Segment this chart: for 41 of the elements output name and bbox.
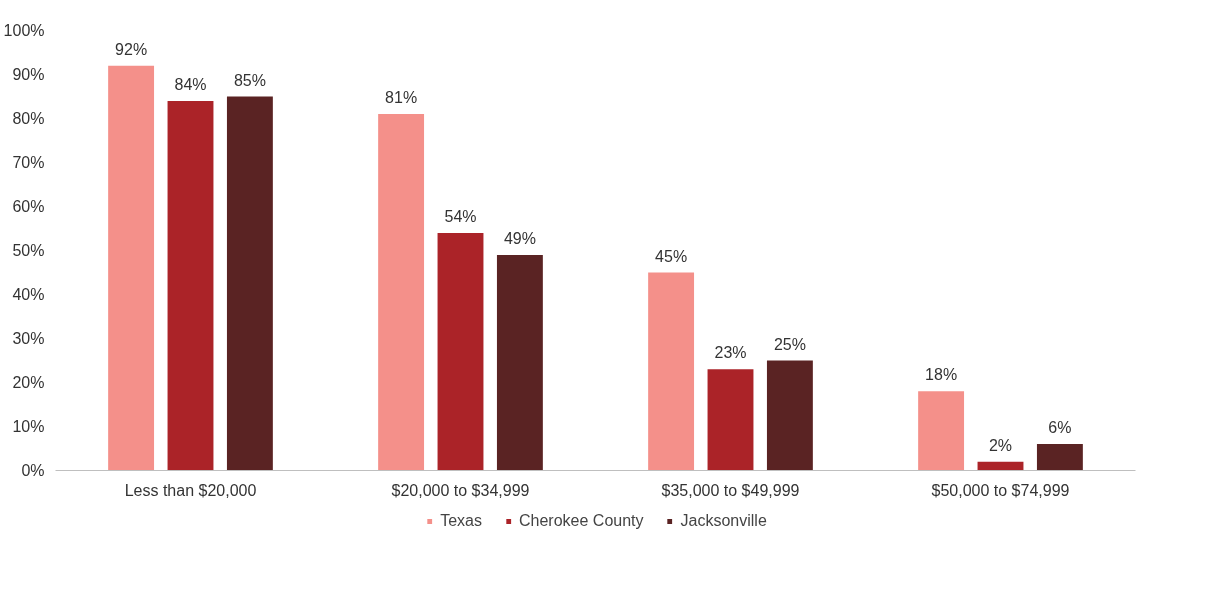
- text: 92%: [115, 40, 148, 58]
- bar: [496, 254, 543, 471]
- text: 18%: [925, 366, 958, 384]
- text: 49%: [503, 229, 536, 247]
- bar: [167, 100, 214, 471]
- legend-label: Texas: [440, 512, 483, 530]
- y-tick-label: 50%: [12, 242, 45, 259]
- bar: [707, 369, 754, 471]
- y-tick-label: 40%: [12, 286, 45, 303]
- y-tick-label: 100%: [3, 22, 45, 39]
- bar: [437, 232, 484, 471]
- text: 81%: [385, 89, 418, 107]
- x-tick-label: $20,000 to $34,999: [391, 481, 530, 499]
- x-tick-label: Less than $20,000: [124, 481, 257, 499]
- text: 25%: [773, 335, 806, 353]
- text: 23%: [714, 344, 747, 362]
- y-tick-label: 80%: [12, 110, 45, 127]
- x-tick-label: $35,000 to $49,999: [661, 481, 800, 499]
- bar: [226, 96, 273, 471]
- text: 85%: [233, 71, 266, 89]
- text: 6%: [1048, 419, 1072, 437]
- bar: [918, 391, 965, 471]
- x-tick-label: $50,000 to $74,999: [931, 481, 1070, 499]
- y-tick-label: 10%: [12, 418, 45, 435]
- legend-label: Jacksonville: [680, 512, 767, 530]
- y-tick-label: 70%: [12, 154, 45, 171]
- y-tick-label: 0%: [21, 462, 45, 479]
- bar: [648, 272, 695, 471]
- bar: [378, 114, 425, 471]
- y-tick-label: 30%: [12, 330, 45, 347]
- text: 54%: [444, 207, 477, 225]
- bar: [108, 65, 155, 471]
- y-tick-label: 60%: [12, 198, 45, 215]
- bar: [1036, 444, 1083, 471]
- text: 2%: [988, 436, 1013, 454]
- y-tick-label: 20%: [12, 374, 45, 391]
- text: 84%: [174, 75, 207, 93]
- legend-label: Cherokee County: [519, 512, 644, 530]
- bar: [766, 360, 813, 471]
- text: 45%: [655, 247, 688, 265]
- y-tick-label: 90%: [12, 66, 45, 83]
